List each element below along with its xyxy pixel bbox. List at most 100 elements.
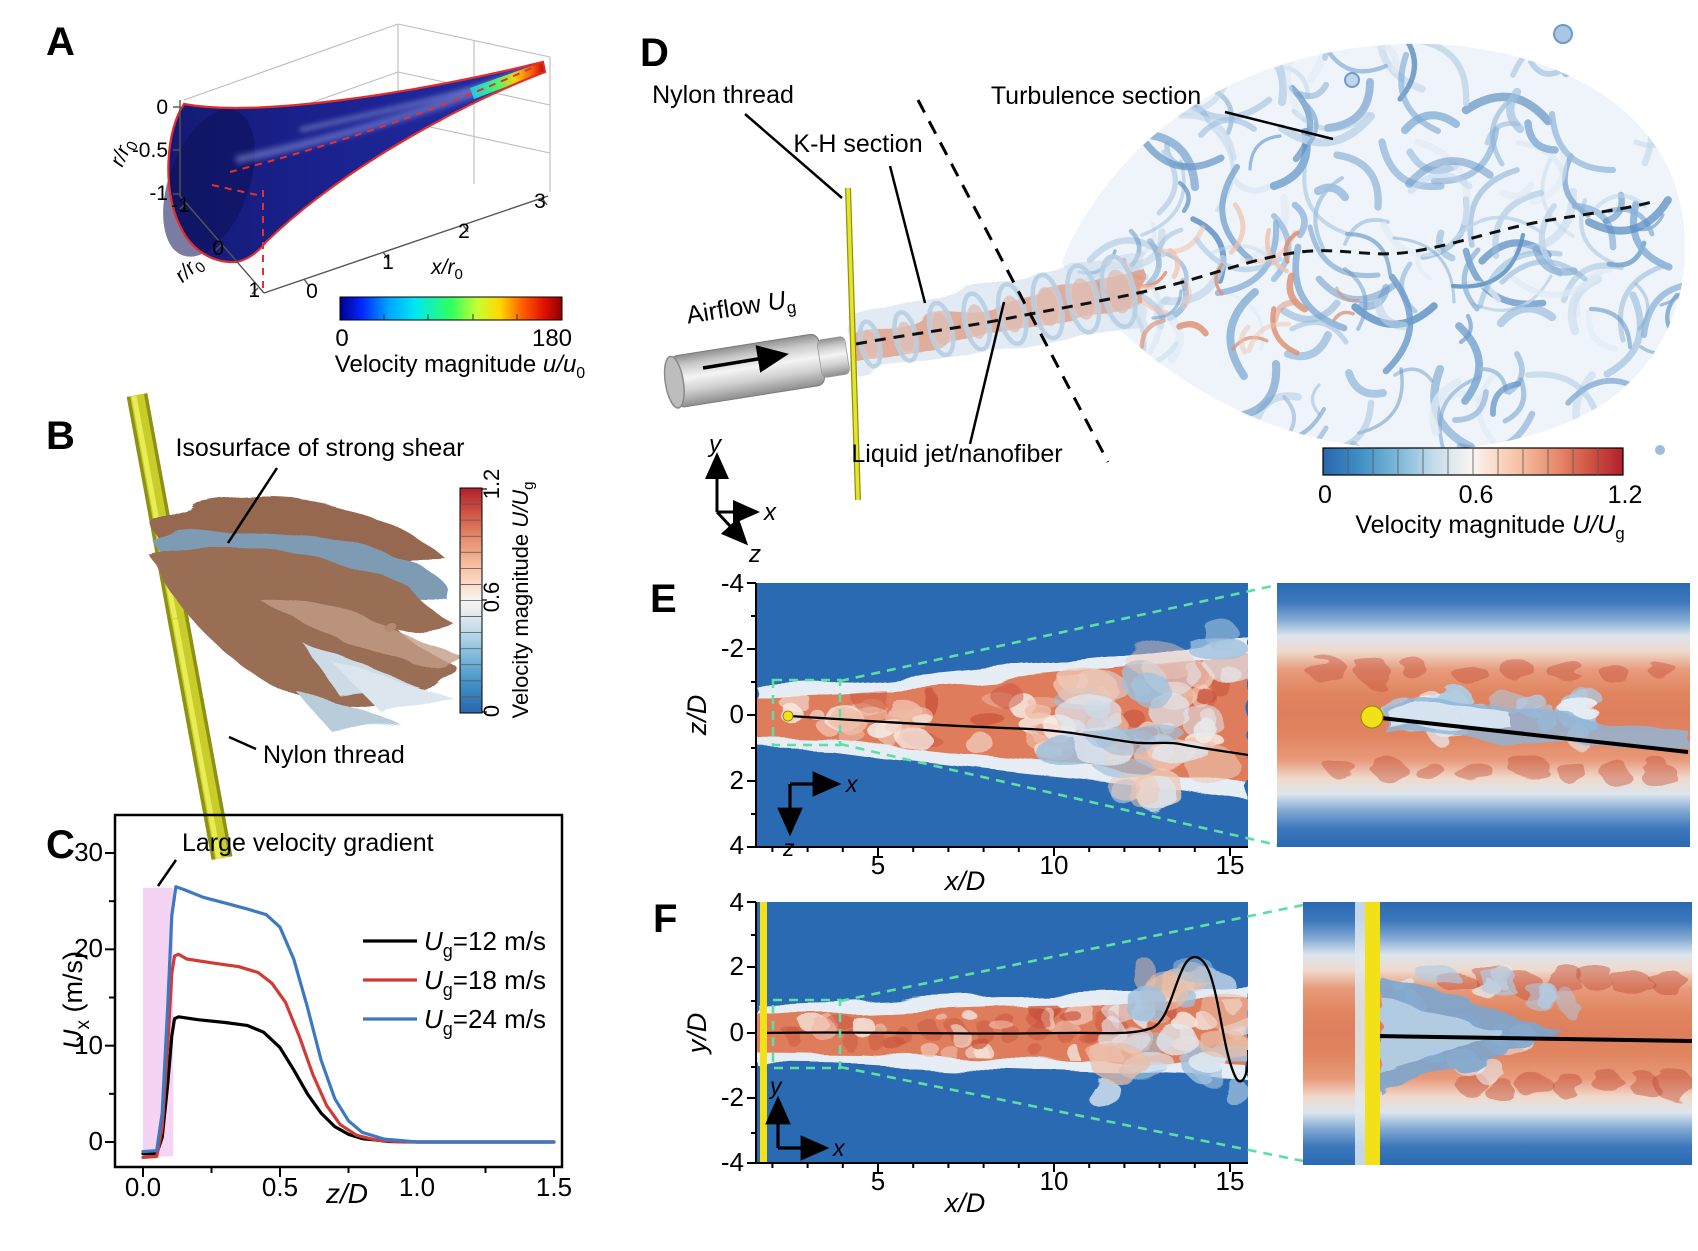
svg-text:15: 15 bbox=[1216, 1166, 1245, 1196]
panel-c-legend: Ug=12 m/s Ug=18 m/s Ug=24 m/s bbox=[363, 926, 546, 1039]
panel-b: B Isosurface of strong shear Nylon threa… bbox=[46, 393, 537, 860]
callout-isosurface-leader bbox=[226, 467, 279, 544]
panel-f-xtick-labels: 5 10 15 bbox=[871, 1166, 1245, 1196]
callout-kh-leader bbox=[888, 165, 927, 304]
svg-text:1: 1 bbox=[382, 251, 394, 274]
panel-a-laxis-label: r/r0 bbox=[170, 251, 209, 290]
svg-text:0: 0 bbox=[89, 1126, 103, 1156]
panel-a-raxis-label: x/r0 bbox=[430, 256, 463, 283]
thread-line-f bbox=[760, 902, 767, 1163]
callout-isosurface: Isosurface of strong shear bbox=[175, 434, 464, 462]
colorbar-a-min: 0 bbox=[335, 325, 348, 352]
thread-line-f-inset bbox=[1365, 902, 1380, 1165]
colorbar-d-tick0: 0 bbox=[1318, 481, 1332, 509]
triad-f-y: y bbox=[768, 1073, 783, 1099]
svg-text:20: 20 bbox=[74, 933, 103, 963]
fiber-line-f-inset bbox=[1376, 1034, 1692, 1043]
svg-text:10: 10 bbox=[1040, 850, 1069, 880]
funnel-surface bbox=[163, 60, 547, 290]
panel-e: E -4 -2 0 2 4 5 10 15 z/D x/D x z bbox=[650, 568, 1690, 896]
svg-text:30: 30 bbox=[74, 837, 103, 867]
fiber-dashed-line bbox=[855, 200, 1653, 346]
svg-text:0.0: 0.0 bbox=[125, 1172, 161, 1202]
panel-a-colorbar: 0 180 Velocity magnitude u/u0 bbox=[335, 296, 586, 382]
svg-text:4: 4 bbox=[730, 887, 744, 917]
triad-f-x: x bbox=[832, 1135, 846, 1161]
colorbar-d-tick2: 1.2 bbox=[1608, 481, 1643, 509]
fiber-line-e bbox=[789, 714, 1248, 757]
airflow-arrow bbox=[702, 345, 789, 373]
colorbar-a-max: 180 bbox=[532, 325, 572, 352]
callout-turbulence: Turbulence section bbox=[991, 82, 1201, 110]
velocity-curves bbox=[141, 885, 556, 1159]
colorbar-d-tick1: 0.6 bbox=[1459, 481, 1494, 509]
thread-dot-e-inset bbox=[1360, 705, 1384, 729]
svg-text:10: 10 bbox=[1040, 1166, 1069, 1196]
panel-f-label: F bbox=[653, 897, 677, 941]
panel-f: F 4 2 0 -2 -4 5 10 15 y/D x/D y x bbox=[653, 887, 1692, 1218]
annotation-large-velocity-gradient: Large velocity gradient bbox=[182, 829, 434, 857]
colorbar-d: 0 0.6 1.2 Velocity magnitude U/Ug bbox=[1318, 447, 1643, 543]
colorbar-b-tick-max: 1.2 bbox=[479, 469, 504, 500]
svg-text:10: 10 bbox=[74, 1030, 103, 1060]
svg-text:0: 0 bbox=[730, 1017, 744, 1047]
annotation-leader bbox=[156, 859, 178, 887]
panel-c-ylabel: Ux (m/s) bbox=[58, 951, 94, 1049]
svg-text:1.0: 1.0 bbox=[399, 1172, 435, 1202]
panel-f-heatmap bbox=[756, 902, 1248, 1163]
svg-text:5: 5 bbox=[871, 850, 885, 880]
turbulence-cloud bbox=[1062, 24, 1686, 455]
panel-f-xlabel: x/D bbox=[943, 1188, 986, 1218]
zoom-links-e bbox=[771, 583, 1278, 847]
callout-thread-b-leader bbox=[228, 735, 257, 751]
coordinate-triad-f bbox=[765, 1095, 830, 1161]
panel-b-label: B bbox=[46, 414, 75, 458]
panel-a-vaxis-label: r/r0 bbox=[106, 135, 142, 172]
triad-d-z: z bbox=[748, 541, 761, 568]
panel-f-ticks bbox=[747, 901, 1231, 1172]
panel-d-label: D bbox=[640, 31, 669, 75]
panel-d: D Nylon thread K-H section Turbulence se… bbox=[640, 24, 1686, 568]
svg-text:-1: -1 bbox=[149, 182, 168, 205]
svg-text:-2: -2 bbox=[721, 633, 744, 663]
colorbar-b: 1.2 0.6 0 Velocity magnitude U/Ug bbox=[459, 469, 537, 719]
svg-text:3: 3 bbox=[534, 190, 546, 213]
triad-e-x: x bbox=[845, 771, 859, 797]
svg-text:-2: -2 bbox=[721, 1082, 744, 1112]
zoom-links-f bbox=[771, 903, 1304, 1163]
nozzle bbox=[663, 333, 850, 409]
panel-f-ytick-labels: 4 2 0 -2 -4 bbox=[721, 887, 744, 1177]
panel-c-ytick-labels: 0 10 20 30 bbox=[74, 837, 103, 1156]
panel-c-ticks bbox=[105, 852, 555, 1177]
svg-text:2: 2 bbox=[458, 220, 470, 243]
svg-text:-1: -1 bbox=[171, 194, 190, 217]
nylon-thread-b-front bbox=[167, 616, 233, 860]
triad-e-z: z bbox=[782, 835, 795, 861]
panel-e-ytick-labels: -4 -2 0 2 4 bbox=[721, 568, 744, 860]
coordinate-triad-d bbox=[705, 452, 760, 546]
colorbar-a-label: Velocity magnitude u/u0 bbox=[335, 351, 586, 382]
colorbar-b-tick-mid: 0.6 bbox=[479, 582, 504, 613]
triad-d-y: y bbox=[707, 431, 723, 458]
panel-f-inset bbox=[1303, 902, 1692, 1165]
thread-dot-e bbox=[782, 710, 794, 722]
callout-thread-b: Nylon thread bbox=[263, 741, 405, 769]
svg-text:0.5: 0.5 bbox=[262, 1172, 298, 1202]
panel-c-xtick-labels: 0.0 0.5 1.0 1.5 bbox=[125, 1172, 572, 1202]
panel-c-frame bbox=[113, 813, 564, 1169]
legend-label-24: Ug=24 m/s bbox=[424, 1004, 546, 1039]
coordinate-triad-e bbox=[777, 771, 842, 837]
svg-text:1.5: 1.5 bbox=[536, 1172, 572, 1202]
nylon-thread-d bbox=[845, 187, 861, 501]
triad-d-x: x bbox=[763, 499, 777, 526]
callout-thread-d-leader bbox=[744, 113, 843, 199]
panel-e-xtick-labels: 5 10 15 bbox=[871, 850, 1245, 880]
panel-e-xlabel: x/D bbox=[943, 866, 986, 896]
kh-jet bbox=[850, 250, 1145, 374]
panel-a-raxis-ticklabels: 0 1 2 3 bbox=[306, 190, 546, 303]
svg-text:0: 0 bbox=[306, 280, 318, 303]
fiber-line-f bbox=[765, 956, 1248, 1083]
airflow-label: Airflow Ug bbox=[684, 285, 797, 334]
svg-text:2: 2 bbox=[730, 765, 744, 795]
